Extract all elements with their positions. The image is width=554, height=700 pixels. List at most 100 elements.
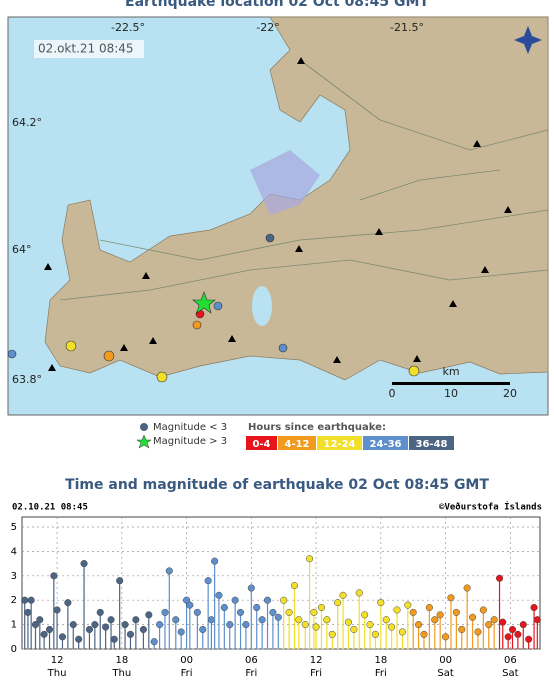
point (91, 621, 99, 629)
y-tick-label: 3 (11, 571, 17, 582)
point (24, 608, 32, 616)
lon-label: -22.5° (111, 21, 145, 34)
urban (250, 150, 320, 215)
point (215, 591, 223, 599)
point (485, 621, 493, 629)
x-tick-day: Sat (437, 668, 453, 679)
x-tick-label: 12 (310, 655, 323, 666)
roads (59, 59, 549, 301)
point (204, 577, 212, 585)
lake (252, 286, 272, 326)
point (474, 628, 482, 636)
point (193, 608, 201, 616)
point (339, 591, 347, 599)
point (258, 616, 266, 624)
lat-label: 64° (12, 243, 32, 256)
scale-label: 20 (503, 387, 517, 400)
point (420, 630, 428, 638)
legend-hours: 4-12 (284, 439, 309, 450)
legend-swatch (246, 436, 277, 450)
point (231, 596, 239, 604)
chart-credit: ©Veðurstofa Íslands (439, 501, 542, 513)
point (207, 616, 215, 624)
point (21, 596, 29, 604)
legend-swatch (317, 436, 362, 450)
point (344, 618, 352, 626)
stamp-bg (34, 40, 144, 58)
point (274, 613, 282, 621)
point (317, 603, 326, 612)
compass (514, 26, 542, 54)
point (50, 572, 58, 580)
point (161, 608, 169, 616)
point (301, 621, 309, 629)
map-timestamp: 02.okt.21 08:45 (38, 42, 134, 56)
point (388, 623, 396, 631)
legend-hours-title: Hours since earthquake: (248, 422, 386, 433)
map-title: Earthquake location 02 Oct 08:45 GMT (125, 0, 429, 10)
point (211, 557, 219, 565)
point (45, 625, 54, 634)
point (490, 616, 498, 624)
point (458, 625, 466, 634)
y-tick-label: 5 (11, 522, 17, 533)
x-tick-label: 12 (51, 655, 64, 666)
point (186, 601, 194, 609)
point (371, 630, 379, 638)
legend-hours: 36-48 (416, 439, 448, 450)
point (253, 603, 261, 612)
point (306, 555, 314, 563)
point (530, 603, 538, 612)
point (415, 621, 423, 629)
point (27, 596, 35, 604)
point (285, 608, 293, 616)
point (139, 625, 147, 634)
x-tick-day: Fri (375, 668, 387, 679)
point (398, 628, 406, 636)
legend-small: Magnitude < 3 (153, 422, 227, 433)
legend-swatch (363, 436, 408, 450)
point (504, 633, 512, 641)
point (116, 577, 124, 585)
point (334, 599, 342, 607)
point (85, 625, 93, 634)
point (295, 616, 303, 624)
x-tick-label: 00 (180, 655, 193, 666)
point (323, 616, 331, 624)
point (469, 613, 477, 621)
legend-swatch (409, 436, 454, 450)
point (328, 630, 336, 638)
point (361, 611, 369, 619)
y-tick-label: 0 (11, 644, 17, 655)
point (126, 630, 135, 638)
point (442, 633, 450, 641)
x-tick-label: 06 (245, 655, 258, 666)
x-tick-label: 18 (115, 655, 128, 666)
scale-label: 0 (389, 387, 396, 400)
point (64, 599, 72, 607)
point (107, 616, 115, 624)
point (31, 621, 40, 629)
point (290, 582, 299, 590)
x-tick-day: Sat (502, 668, 518, 679)
point (236, 608, 245, 616)
legend-hours: 0-4 (252, 439, 270, 450)
lat-label: 64.2° (12, 116, 42, 129)
point (121, 621, 129, 629)
x-tick-day: Fri (181, 668, 193, 679)
point (58, 633, 67, 641)
point (242, 621, 250, 629)
point (350, 625, 358, 634)
y-tick-label: 1 (11, 620, 17, 631)
point (310, 608, 318, 616)
point (452, 608, 460, 616)
point (499, 618, 507, 626)
x-tick-day: Fri (310, 668, 322, 679)
point (75, 635, 83, 643)
legend-hours: 12-24 (324, 439, 356, 450)
point (436, 611, 444, 619)
point (40, 630, 48, 638)
point (479, 606, 487, 614)
point (447, 594, 455, 602)
